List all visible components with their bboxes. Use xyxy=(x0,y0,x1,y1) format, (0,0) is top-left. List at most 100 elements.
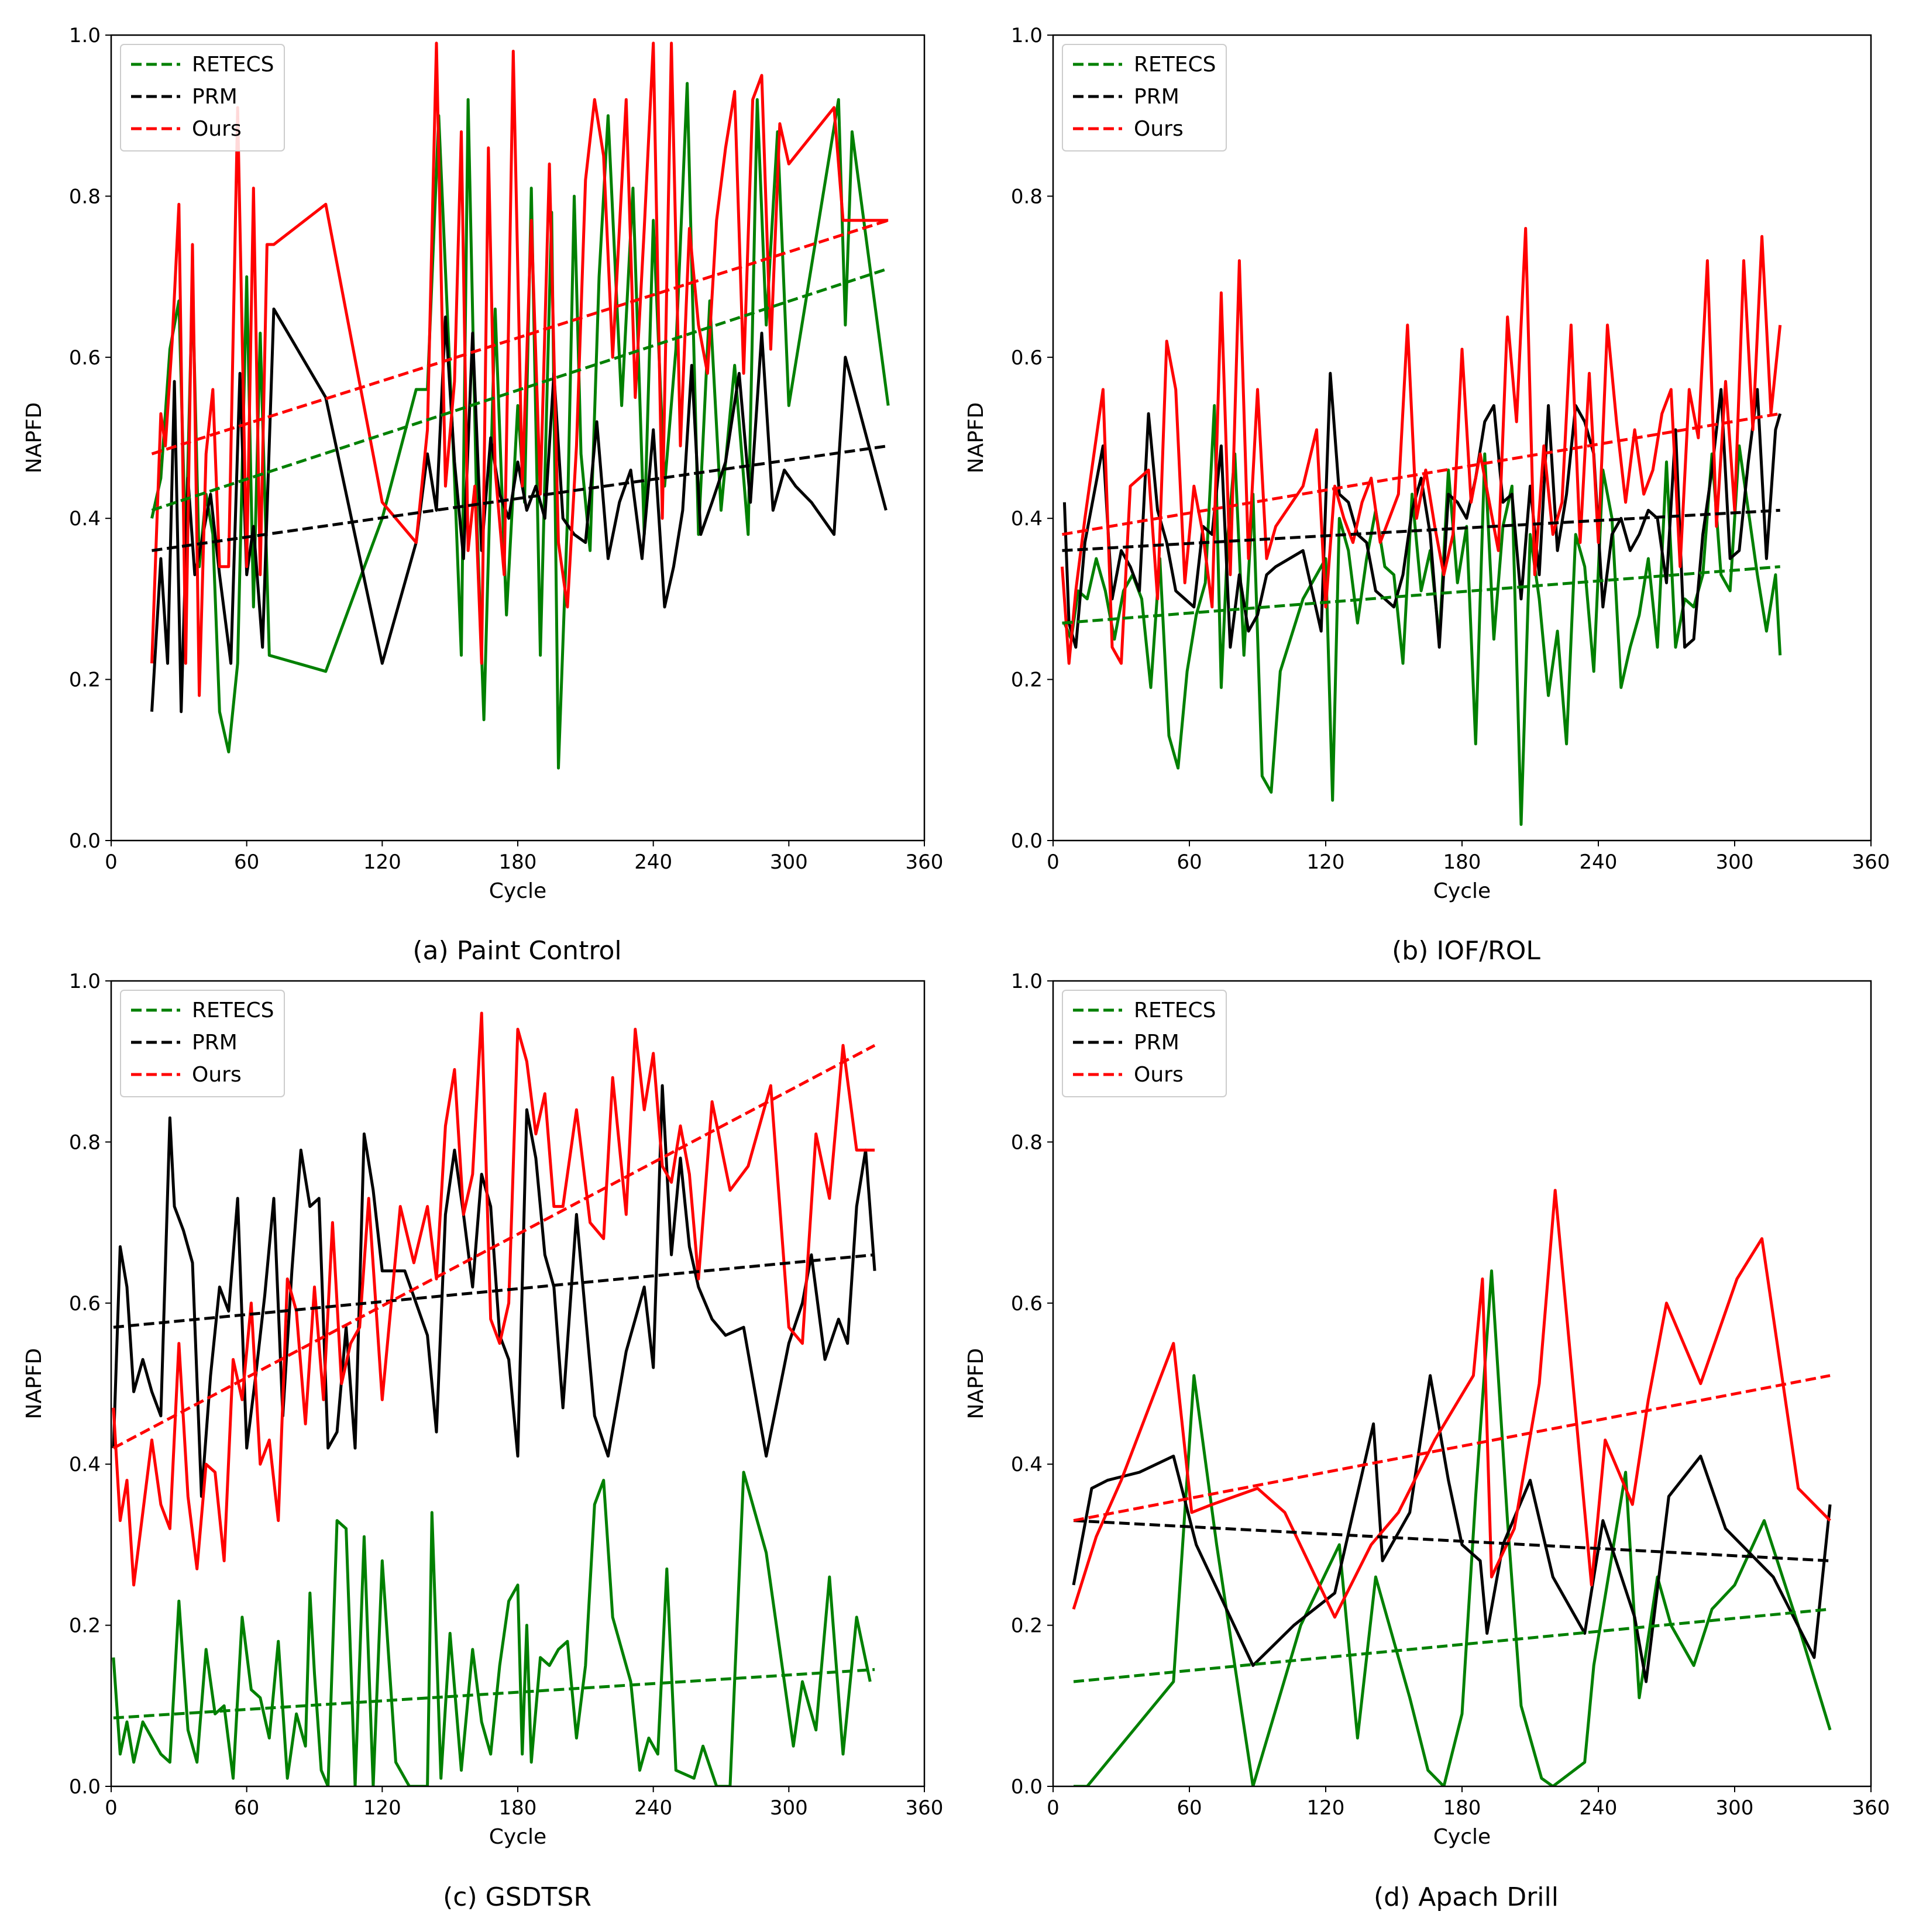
series-line-ours xyxy=(1061,227,1782,665)
y-axis-label: NAPFD xyxy=(22,1348,46,1420)
y-tick-label: 0.6 xyxy=(69,1292,101,1315)
legend-label-prm: PRM xyxy=(1134,85,1179,109)
x-tick-label: 60 xyxy=(234,850,259,874)
x-tick-label: 360 xyxy=(906,850,944,874)
legend-label-prm: PRM xyxy=(192,1031,238,1055)
trend-line-retecs xyxy=(151,267,889,512)
legend-label-retecs: RETECS xyxy=(192,998,274,1022)
x-tick-label: 180 xyxy=(1443,850,1481,874)
caption-apach-drill: (d) Apach Drill xyxy=(1374,1882,1559,1912)
y-tick-label: 0.0 xyxy=(1011,829,1043,853)
series-line-ours xyxy=(150,42,889,697)
trend-line-retecs xyxy=(1062,565,1780,625)
chart-paint-control: (a) Paint Control 0 60 120 180 240 300 360 0.0 0… xyxy=(22,24,943,966)
legend-label-prm: PRM xyxy=(1134,1031,1179,1055)
y-tick-label: 0.4 xyxy=(1011,507,1043,531)
trend-line-prm xyxy=(152,444,889,552)
legend-label-retecs: RETECS xyxy=(192,53,274,77)
series-line-ours xyxy=(1072,1189,1831,1619)
trend-line-ours xyxy=(112,1044,876,1449)
legend-label-ours: Ours xyxy=(1134,1063,1184,1087)
x-tick-label: 360 xyxy=(906,1796,944,1820)
trend-line-ours xyxy=(1073,1374,1831,1523)
plot-lines xyxy=(150,42,890,770)
y-tick-label: 0.0 xyxy=(69,1775,101,1799)
x-tick-label: 300 xyxy=(1716,1796,1754,1820)
y-tick-label: 0.8 xyxy=(1011,185,1043,208)
trend-line-ours xyxy=(151,219,889,456)
x-tick-label: 0 xyxy=(1047,1796,1060,1820)
trend-line-prm xyxy=(1062,508,1780,552)
chart-apach-drill: (d) Apach Drill 0 60 120 180 240 300 360 0.0 0.2… xyxy=(964,970,1890,1912)
legend-label-ours: Ours xyxy=(1134,117,1184,141)
series-line-prm xyxy=(1062,371,1782,649)
y-tick-label: 0.8 xyxy=(69,185,101,208)
y-tick-label: 0.6 xyxy=(1011,1292,1043,1315)
x-axis-label: Cycle xyxy=(1433,879,1491,903)
legend-box xyxy=(1062,990,1227,1097)
caption-iof-rol: (b) IOF/ROL xyxy=(1392,936,1540,966)
x-tick-label: 360 xyxy=(1852,1796,1890,1820)
y-tick-label: 1.0 xyxy=(69,970,101,993)
x-tick-label: 180 xyxy=(499,850,537,874)
series-line-ours xyxy=(112,1011,875,1587)
chart-gsdtsr: (c) GSDTSR 0 60 120 180 240 300 360 0.0 0.2 0.4 0.… xyxy=(22,970,943,1912)
y-tick-label: 0.4 xyxy=(1011,1453,1043,1476)
x-tick-label: 0 xyxy=(105,850,118,874)
x-axis-label: Cycle xyxy=(489,879,546,903)
y-tick-label: 0.2 xyxy=(1011,1614,1043,1638)
series-line-prm xyxy=(112,1084,876,1498)
x-axis-label: Cycle xyxy=(1433,1825,1491,1849)
x-tick-label: 360 xyxy=(1852,850,1890,874)
series-line-retecs xyxy=(112,1470,872,1786)
trend-line-retecs xyxy=(1073,1607,1831,1683)
y-tick-label: 0.6 xyxy=(1011,346,1043,370)
y-tick-label: 0.0 xyxy=(69,829,101,853)
y-tick-label: 1.0 xyxy=(69,24,101,47)
chart-iof-rol: (b) IOF/ROL 0 60 120 180 240 300 360 0.0 0.2 0.4 0… xyxy=(964,24,1890,966)
x-tick-label: 240 xyxy=(1580,850,1618,874)
x-tick-label: 0 xyxy=(105,1796,118,1820)
series-line-retecs xyxy=(1074,1269,1832,1786)
x-axis-label: Cycle xyxy=(489,1825,546,1849)
plot-frame xyxy=(110,980,926,1788)
y-tick-label: 0.4 xyxy=(69,1453,101,1476)
y-axis-label: NAPFD xyxy=(964,402,988,474)
x-tick-label: 240 xyxy=(1580,1796,1618,1820)
plot-frame xyxy=(110,34,926,842)
y-tick-label: 1.0 xyxy=(1011,24,1043,47)
legend-box xyxy=(1062,44,1227,151)
legend-label-retecs: RETECS xyxy=(1134,998,1216,1022)
plot-lines xyxy=(1072,1189,1832,1786)
x-tick-label: 300 xyxy=(770,850,808,874)
legend-label-prm: PRM xyxy=(192,85,238,109)
legend-label-ours: Ours xyxy=(192,117,242,141)
x-tick-label: 120 xyxy=(363,1796,401,1820)
x-tick-label: 180 xyxy=(1443,1796,1481,1820)
trend-line-prm xyxy=(1073,1519,1831,1562)
trend-line-retecs xyxy=(113,1668,875,1720)
legend-box xyxy=(120,990,285,1097)
legend-label-ours: Ours xyxy=(192,1063,242,1087)
trend-line-prm xyxy=(113,1253,875,1329)
x-tick-label: 120 xyxy=(1307,1796,1345,1820)
y-tick-label: 0.4 xyxy=(69,507,101,531)
x-tick-label: 0 xyxy=(1047,850,1060,874)
y-tick-label: 0.2 xyxy=(69,669,101,692)
plot-frame xyxy=(1052,980,1872,1788)
x-tick-label: 60 xyxy=(1177,850,1202,874)
x-tick-label: 120 xyxy=(1307,850,1345,874)
plot-frame xyxy=(1052,34,1872,842)
y-tick-label: 0.8 xyxy=(1011,1131,1043,1154)
plot-lines xyxy=(1061,227,1782,826)
y-tick-label: 0.2 xyxy=(69,1614,101,1638)
y-tick-label: 0.6 xyxy=(69,346,101,370)
x-tick-label: 240 xyxy=(634,850,672,874)
legend-box xyxy=(120,44,285,151)
x-tick-label: 120 xyxy=(363,850,401,874)
series-line-prm xyxy=(1072,1374,1832,1683)
legend-label-retecs: RETECS xyxy=(1134,53,1216,77)
y-tick-label: 1.0 xyxy=(1011,970,1043,993)
x-tick-label: 240 xyxy=(634,1796,672,1820)
